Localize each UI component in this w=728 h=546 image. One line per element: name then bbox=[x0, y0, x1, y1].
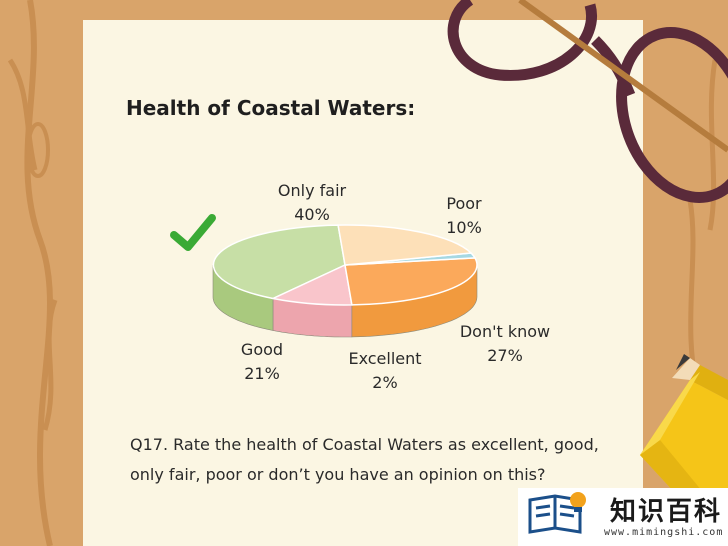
survey-question: Q17. Rate the health of Coastal Waters a… bbox=[130, 435, 599, 484]
slice-value: 27% bbox=[487, 346, 523, 365]
slice-label-dont-know: Don't know 27% bbox=[450, 320, 560, 368]
pencil-icon bbox=[640, 354, 728, 520]
checkmark-icon bbox=[170, 214, 216, 251]
slice-name: Poor bbox=[446, 194, 482, 213]
slice-value: 21% bbox=[244, 364, 280, 383]
pie-slice-poor bbox=[270, 263, 353, 306]
slice-name: Don't know bbox=[459, 322, 551, 341]
pie-slice-don-t-know bbox=[344, 257, 478, 306]
slice-label-good: Good 21% bbox=[222, 338, 302, 386]
slice-name: Good bbox=[240, 340, 284, 359]
brand-url: www.mimingshi.com bbox=[604, 527, 724, 538]
slice-value: 10% bbox=[446, 218, 482, 237]
pie-chart bbox=[212, 224, 478, 338]
lightbulb-icon bbox=[570, 492, 586, 512]
slice-value: 2% bbox=[372, 373, 398, 392]
chart-title: Health of Coastal Waters: bbox=[126, 96, 416, 120]
brand-name: 知识百科 bbox=[610, 497, 723, 527]
slice-label-only-fair: Only fair 40% bbox=[262, 179, 362, 227]
book-icon bbox=[528, 494, 582, 534]
pie-slice-good bbox=[337, 224, 473, 266]
slice-label-excellent: Excellent 2% bbox=[335, 347, 435, 395]
slice-name: Excellent bbox=[348, 349, 422, 368]
slice-name: Only fair bbox=[277, 181, 347, 200]
glasses-icon bbox=[447, 0, 728, 203]
slice-label-poor: Poor 10% bbox=[424, 192, 504, 240]
slice-value: 40% bbox=[294, 205, 330, 224]
